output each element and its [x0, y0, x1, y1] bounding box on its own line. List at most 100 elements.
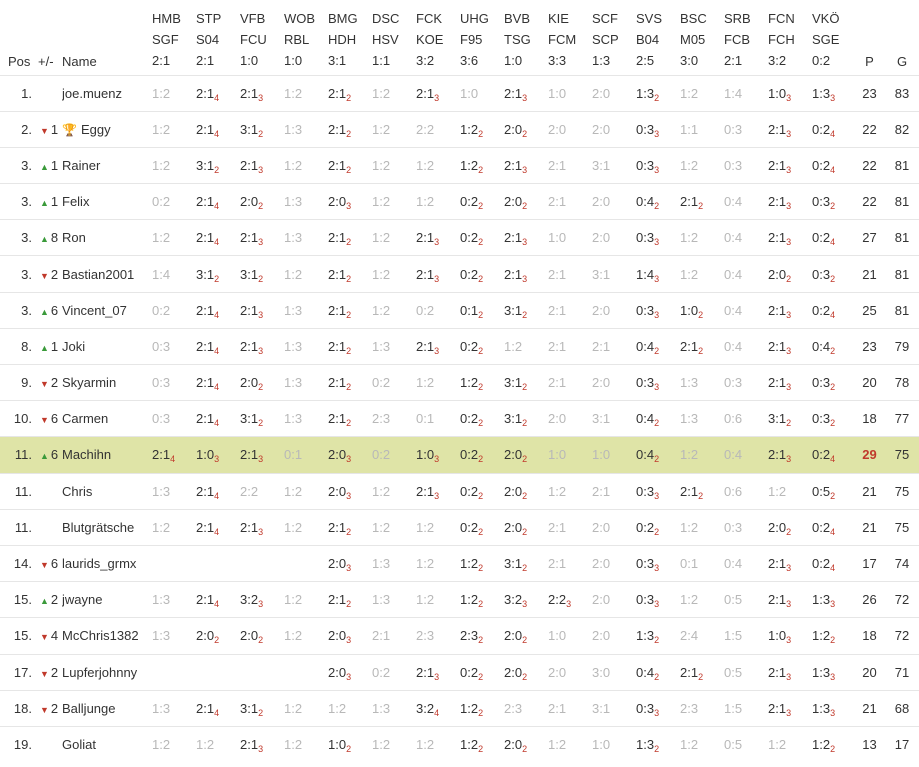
table-row[interactable]: 2. ▼ 1 🏆 Eggy 1:2 2:14 3:12 1:3 2:12 1:2 2:2 1:22 2:0… — [0, 111, 919, 147]
tip-cell: 1:4 — [150, 256, 194, 292]
tip-points: 2 — [478, 454, 484, 465]
match-header-home: SRB — [724, 10, 751, 26]
row-points: 21 — [862, 266, 877, 282]
row-player[interactable]: Lupferjohnny — [62, 654, 150, 690]
row-player[interactable]: Ron — [62, 220, 150, 256]
row-player[interactable]: Machihn — [62, 437, 150, 473]
match-header[interactable]: SVS B04 2:5 — [634, 0, 678, 75]
table-row[interactable]: 15. ▼ 4 McChris1382 1:3 2:02 2:02 1:2 2:03 2:1 2:3… — [0, 617, 919, 654]
table-row[interactable]: 10. ▼ 6 Carmen 0:3 2:14 3:12 1:3 2:12 2:3 0:1 0:22 3… — [0, 400, 919, 437]
table-row[interactable]: 18. ▼ 2 Balljunge 1:3 2:14 3:12 1:2 1:2 1:3 3:24 1:… — [0, 690, 919, 726]
row-player-name[interactable]: Ron — [62, 230, 86, 246]
tip-cell: 2:14 — [194, 292, 238, 328]
match-header[interactable]: FCK KOE 3:2 — [414, 0, 458, 75]
row-player[interactable]: Skyarmin — [62, 365, 150, 401]
row-player[interactable]: Balljunge — [62, 690, 150, 726]
table-row[interactable]: 3. ▲ 8 Ron 1:2 2:14 2:13 1:3 2:12 1:2 2:13 0:22 2:13… — [0, 219, 919, 256]
row-player[interactable]: Joki — [62, 328, 150, 364]
row-player[interactable]: Blutgrätsche — [62, 509, 150, 545]
tip-points: 4 — [170, 454, 176, 465]
row-player-name[interactable]: Skyarmin — [62, 375, 117, 391]
table-row[interactable]: 3. ▲ 1 Rainer 1:2 3:12 2:13 1:2 2:12 1:2 1:2 1:22 2:… — [0, 147, 919, 183]
row-player[interactable]: Goliat — [62, 726, 150, 762]
match-header[interactable]: VFB FCU 1:0 — [238, 0, 282, 75]
row-position: 3. — [21, 157, 32, 173]
match-header[interactable]: UHG F95 3:6 — [458, 0, 502, 75]
row-player-name[interactable]: Lupferjohnny — [62, 664, 138, 680]
tip-points: 4 — [830, 128, 836, 139]
table-row[interactable]: 3. ▲ 6 Vincent_07 0:2 2:14 2:13 1:3 2:12 1:2 0:2 0:… — [0, 292, 919, 328]
tip-cell: 2:13 — [502, 256, 546, 292]
row-player[interactable]: Chris — [62, 473, 150, 509]
row-player-name[interactable]: Felix — [62, 194, 90, 210]
match-header[interactable]: DSC HSV 1:1 — [370, 0, 414, 75]
row-player[interactable]: Bastian2001 — [62, 256, 150, 292]
row-player[interactable]: joe.muenz — [62, 75, 150, 111]
match-header[interactable]: BSC M05 3:0 — [678, 0, 722, 75]
table-row[interactable]: 17. ▼ 2 Lupferjohnny 2:03 0:2 2:13 0:22 2:02 2:0 3… — [0, 654, 919, 690]
table-row[interactable]: 3. ▼ 2 Bastian2001 1:4 3:12 3:12 1:2 2:12 1:2 2:13… — [0, 255, 919, 292]
tip-score: 2:1 — [196, 338, 215, 354]
row-player-name[interactable]: Eggy — [80, 121, 111, 137]
row-player[interactable]: Felix — [62, 184, 150, 220]
table-row[interactable]: 11. Blutgrätsche 1:2 2:14 2:13 1:2 2:12 1:2 1:2 0… — [0, 509, 919, 545]
match-header[interactable]: BVB TSG 1:0 — [502, 0, 546, 75]
column-header-pos[interactable]: Pos — [8, 53, 31, 69]
column-header-change[interactable]: +/- — [38, 53, 54, 69]
row-player[interactable]: Rainer — [62, 147, 150, 183]
tip-points: 3 — [786, 635, 792, 646]
tip-score: 0:2 — [152, 302, 171, 318]
table-row[interactable]: 14. ▼ 6 laurids_grmx 2:03 1:3 1:2 1:22 3:12 2:1 2:… — [0, 545, 919, 581]
match-header[interactable]: WOB RBL 1:0 — [282, 0, 326, 75]
table-row[interactable]: 9. ▼ 2 Skyarmin 0:3 2:14 2:02 1:3 2:12 0:2 1:2 1:22… — [0, 364, 919, 401]
match-header[interactable]: VKÖ SGE 0:2 — [810, 0, 854, 75]
row-player-name[interactable]: Chris — [62, 483, 93, 499]
table-row[interactable]: 3. ▲ 1 Felix 0:2 2:14 2:02 1:3 2:03 1:2 1:2 0:22 2:0… — [0, 183, 919, 220]
tip-points: 2 — [258, 201, 264, 212]
table-row[interactable]: 1. joe.muenz 1:2 2:14 2:13 1:2 2:12 1:2 2:13 1:0 2… — [0, 75, 919, 111]
tip-cell: 1:2 — [678, 437, 722, 473]
row-player[interactable]: laurids_grmx — [62, 545, 150, 581]
tip-score: 1:3 — [372, 556, 391, 572]
row-player-name[interactable]: Carmen — [62, 411, 109, 427]
row-player-name[interactable]: Rainer — [62, 157, 101, 173]
table-row[interactable]: 8. ▲ 1 Joki 0:3 2:14 2:13 1:3 2:12 1:3 2:13 0:22 1:2… — [0, 328, 919, 364]
column-header-name[interactable]: Name — [62, 53, 97, 69]
column-header-total[interactable]: G — [896, 53, 908, 69]
row-player-name[interactable]: Machihn — [62, 447, 112, 463]
row-player-name[interactable]: McChris1382 — [62, 628, 139, 644]
match-header[interactable]: SCF SCP 1:3 — [590, 0, 634, 75]
table-row[interactable]: 11. ▲ 6 Machihn 2:14 1:03 2:13 0:1 2:03 0:2 1:03 0:… — [0, 436, 919, 474]
row-player-name[interactable]: Goliat — [62, 737, 96, 753]
match-header[interactable]: STP S04 2:1 — [194, 0, 238, 75]
tip-points: 2 — [830, 345, 836, 356]
row-player-name[interactable]: Bastian2001 — [62, 266, 135, 282]
row-player-name[interactable]: Blutgrätsche — [62, 519, 135, 535]
row-player[interactable]: Carmen — [62, 401, 150, 437]
row-player[interactable]: Vincent_07 — [62, 292, 150, 328]
match-header[interactable]: SRB FCB 2:1 — [722, 0, 766, 75]
tip-cell: 2:0 — [590, 292, 634, 328]
match-header[interactable]: FCN FCH 3:2 — [766, 0, 810, 75]
row-player[interactable]: jwayne — [62, 582, 150, 618]
table-row[interactable]: 11. Chris 1:3 2:14 2:2 1:2 2:03 1:2 2:13 0:22 2:02… — [0, 473, 919, 509]
row-player-name[interactable]: laurids_grmx — [62, 556, 137, 572]
row-player-name[interactable]: Balljunge — [62, 700, 116, 716]
tip-points: 2 — [478, 635, 484, 646]
table-row[interactable]: 15. ▲ 2 jwayne 1:3 2:14 3:23 1:2 2:12 1:3 1:2 1:22 3… — [0, 581, 919, 618]
tip-cell: 1:3 — [150, 582, 194, 618]
match-header[interactable]: BMG HDH 3:1 — [326, 0, 370, 75]
tip-cell: 2:13 — [502, 147, 546, 183]
row-player[interactable]: McChris1382 — [62, 618, 150, 654]
row-player-name[interactable]: Joki — [62, 338, 86, 354]
row-player-name[interactable]: Vincent_07 — [62, 302, 127, 318]
tip-points: 4 — [214, 382, 220, 393]
column-header-points[interactable]: P — [865, 53, 874, 69]
match-header[interactable]: KIE FCM 3:3 — [546, 0, 590, 75]
row-player-name[interactable]: jwayne — [62, 592, 103, 608]
table-row[interactable]: 19. Goliat 1:2 1:2 2:13 1:2 1:02 1:2 1:2 1:22 2:02… — [0, 726, 919, 762]
tip-cell: 2:13 — [502, 75, 546, 111]
row-player[interactable]: 🏆 Eggy — [62, 111, 150, 147]
row-player-name[interactable]: joe.muenz — [62, 85, 122, 101]
match-header[interactable]: HMB SGF 2:1 — [150, 0, 194, 75]
